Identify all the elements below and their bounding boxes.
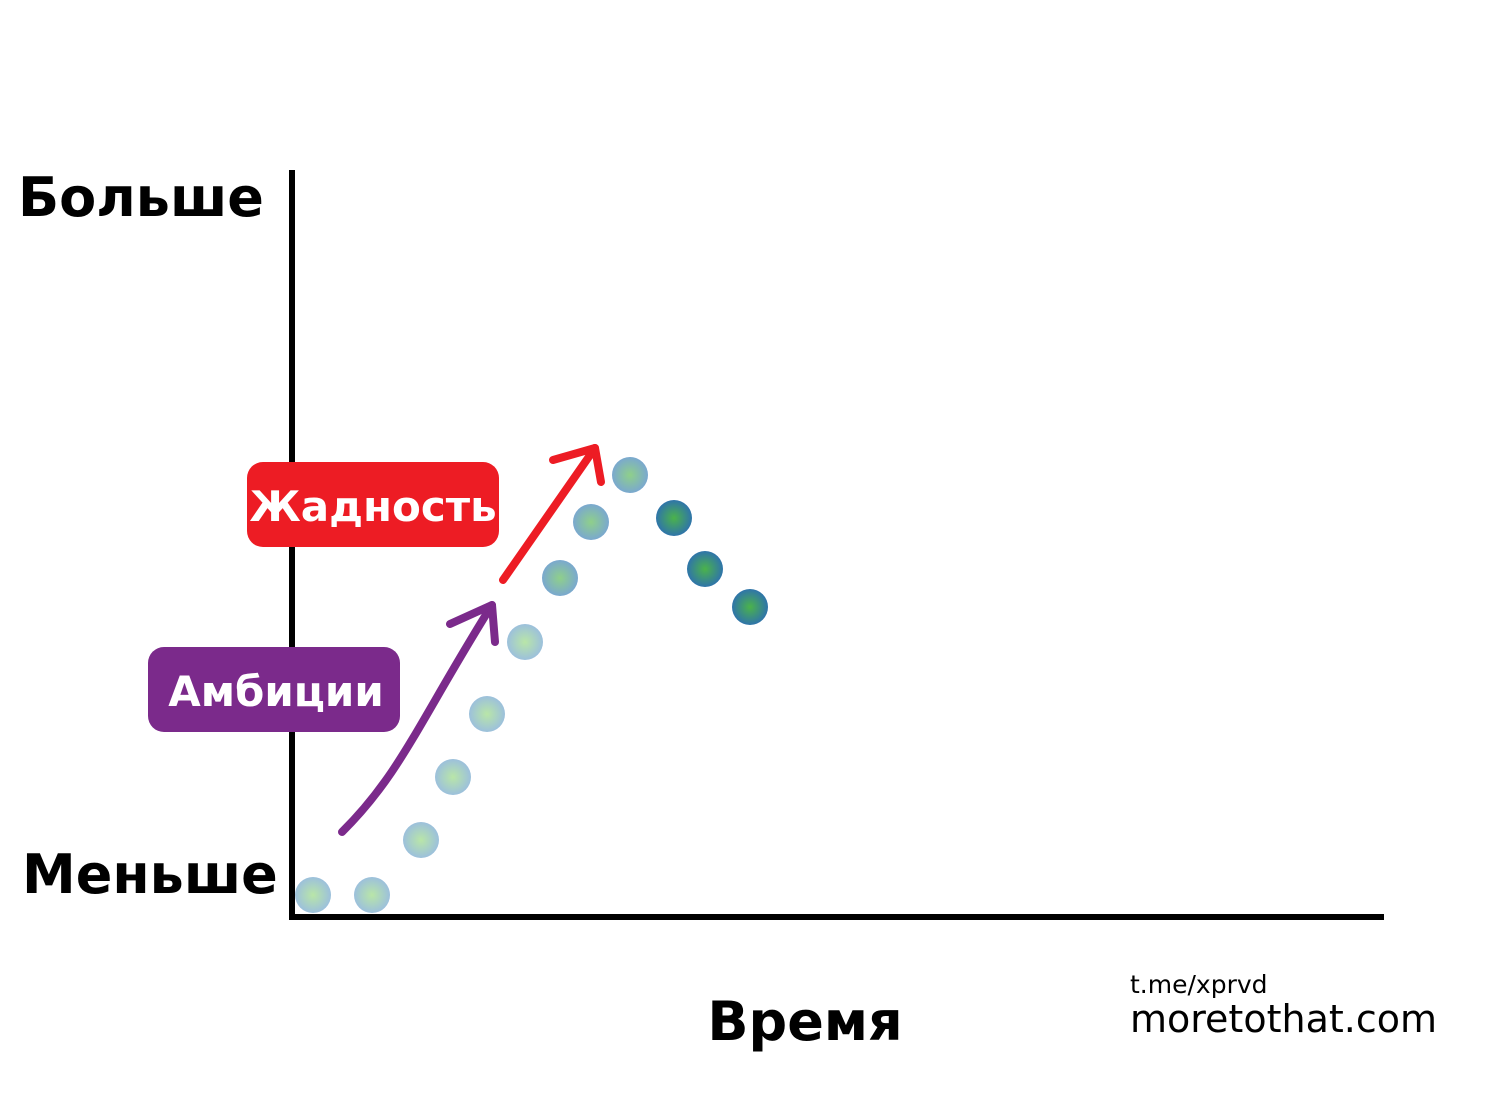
dot	[687, 551, 723, 587]
dot	[656, 500, 692, 536]
dot	[573, 504, 609, 540]
dot	[542, 560, 578, 596]
telegram-credit: t.me/xprvd	[1130, 970, 1268, 999]
dot	[469, 696, 505, 732]
dot	[612, 457, 648, 493]
dot	[507, 624, 543, 660]
dot	[403, 822, 439, 858]
ambition-arrow	[338, 601, 499, 836]
dot	[354, 877, 390, 913]
ambition-tag-box	[148, 647, 400, 732]
dot	[435, 759, 471, 795]
y-top-label: Больше	[18, 166, 264, 229]
y-bottom-label: Меньше	[22, 843, 278, 906]
x-axis-label: Время	[707, 990, 902, 1053]
dot	[732, 589, 768, 625]
greed-arrow	[499, 444, 605, 584]
ambition-tag: Амбиции	[168, 667, 384, 716]
dots	[295, 457, 768, 913]
greed-tag: Жадность	[249, 482, 496, 531]
dot	[295, 877, 331, 913]
site-credit: moretothat.com	[1130, 997, 1437, 1041]
greed-tag-box	[247, 462, 499, 547]
